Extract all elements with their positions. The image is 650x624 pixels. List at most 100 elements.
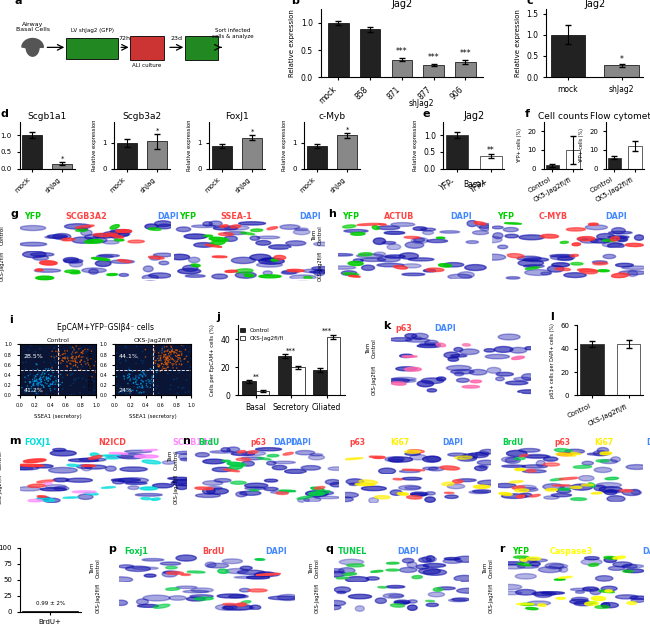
Point	[23, 371, 33, 381]
Point	[47, 363, 57, 373]
Title: Cell counts: Cell counts	[538, 112, 588, 121]
Ellipse shape	[334, 587, 350, 592]
Ellipse shape	[218, 233, 233, 236]
Ellipse shape	[338, 492, 358, 498]
Text: 72h: 72h	[119, 36, 131, 41]
Ellipse shape	[374, 495, 390, 499]
Ellipse shape	[551, 494, 571, 497]
Point	[38, 381, 49, 391]
Ellipse shape	[473, 231, 489, 235]
Point	[57, 349, 68, 359]
Ellipse shape	[209, 221, 222, 227]
Text: TUNEL: TUNEL	[338, 547, 367, 555]
Ellipse shape	[413, 337, 422, 339]
Ellipse shape	[177, 268, 201, 274]
Point	[42, 379, 52, 389]
Text: C-MYB: C-MYB	[539, 212, 568, 221]
Text: 24%: 24%	[119, 388, 133, 393]
Point	[137, 381, 148, 391]
Point	[68, 342, 78, 352]
Ellipse shape	[439, 264, 452, 267]
Ellipse shape	[302, 269, 322, 273]
Ellipse shape	[411, 494, 426, 496]
Point	[177, 359, 187, 369]
Ellipse shape	[506, 451, 527, 457]
Point	[168, 355, 179, 365]
Ellipse shape	[250, 254, 271, 260]
Ellipse shape	[560, 241, 568, 243]
Text: d: d	[0, 109, 8, 119]
Point	[77, 348, 88, 358]
Ellipse shape	[604, 557, 618, 559]
Ellipse shape	[151, 498, 160, 500]
Title: c-Myb: c-Myb	[318, 112, 346, 121]
Point	[147, 373, 157, 383]
Ellipse shape	[96, 260, 111, 266]
Ellipse shape	[582, 484, 593, 486]
Ellipse shape	[157, 224, 172, 229]
Point	[153, 348, 164, 358]
Point	[67, 349, 77, 359]
Ellipse shape	[176, 586, 197, 588]
Point	[31, 376, 41, 386]
Ellipse shape	[594, 485, 606, 490]
Text: i: i	[9, 315, 13, 325]
Text: Ki67: Ki67	[595, 439, 614, 447]
Bar	[551, 35, 586, 77]
Point	[164, 351, 174, 361]
Point	[73, 352, 84, 362]
Ellipse shape	[506, 381, 528, 385]
Ellipse shape	[267, 227, 278, 230]
Ellipse shape	[479, 225, 491, 230]
Point	[45, 374, 55, 384]
Ellipse shape	[405, 241, 424, 248]
Ellipse shape	[601, 603, 610, 607]
Point	[166, 349, 176, 359]
Point	[86, 349, 97, 359]
Ellipse shape	[570, 486, 582, 489]
Ellipse shape	[65, 270, 79, 273]
Point	[147, 350, 157, 360]
Ellipse shape	[264, 487, 278, 490]
Point	[162, 360, 172, 370]
Point	[170, 356, 180, 366]
Point	[141, 379, 151, 389]
Text: **: **	[252, 373, 259, 379]
Ellipse shape	[272, 466, 287, 470]
Ellipse shape	[588, 602, 597, 603]
Ellipse shape	[436, 237, 445, 238]
Ellipse shape	[254, 573, 280, 577]
Point	[36, 372, 46, 382]
Point	[62, 357, 72, 367]
Point	[72, 358, 83, 368]
Text: YFP: YFP	[24, 212, 41, 221]
Text: BrdU: BrdU	[502, 439, 523, 447]
Point	[155, 355, 165, 365]
Ellipse shape	[343, 225, 356, 228]
Point	[183, 357, 193, 367]
Ellipse shape	[485, 354, 510, 359]
Ellipse shape	[566, 228, 586, 231]
Ellipse shape	[267, 454, 279, 457]
Ellipse shape	[518, 260, 543, 266]
Point	[159, 343, 170, 353]
Ellipse shape	[448, 274, 472, 280]
Point	[70, 348, 81, 358]
Point	[160, 355, 170, 365]
Ellipse shape	[257, 457, 271, 460]
Ellipse shape	[443, 263, 464, 267]
Ellipse shape	[114, 239, 124, 241]
Ellipse shape	[176, 451, 198, 454]
Point	[156, 359, 166, 369]
Point	[166, 353, 176, 363]
Ellipse shape	[607, 495, 625, 502]
Point	[32, 379, 42, 389]
Point	[72, 352, 82, 362]
Point	[138, 377, 149, 387]
Point	[151, 384, 161, 394]
Ellipse shape	[423, 563, 445, 567]
Point	[44, 369, 54, 379]
Ellipse shape	[373, 238, 385, 245]
Point	[165, 358, 176, 368]
Point	[40, 368, 50, 378]
